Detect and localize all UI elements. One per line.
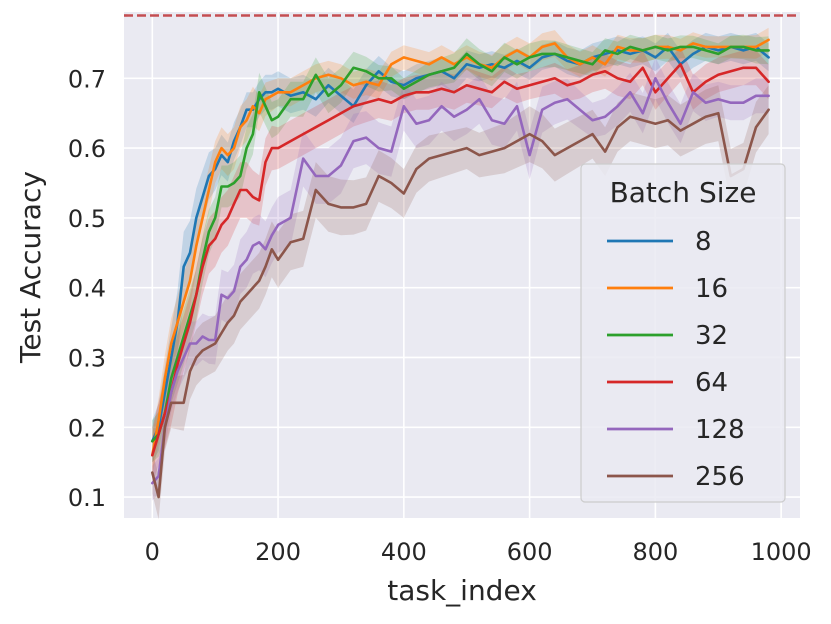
legend-title: Batch Size <box>610 176 757 209</box>
legend-items: 8 16 32 64 128 256 <box>607 227 745 492</box>
band-series-256 <box>152 85 769 520</box>
legend-label-128: 128 <box>695 415 745 445</box>
legend-label-256: 256 <box>695 462 745 492</box>
y-tick-label: 0.6 <box>68 135 106 163</box>
band-series-128 <box>152 57 769 501</box>
legend-label-32: 32 <box>695 321 728 351</box>
legend-label-64: 64 <box>695 368 728 398</box>
legend: Batch Size 8 16 32 64 128 256 <box>580 163 786 503</box>
legend-label-16: 16 <box>695 274 728 304</box>
y-tick-label: 0.1 <box>68 484 106 512</box>
legend-box <box>580 163 786 503</box>
x-tick-label: 600 <box>507 538 553 566</box>
x-tick-label: 200 <box>255 538 301 566</box>
y-tick-label: 0.3 <box>68 344 106 372</box>
legend-label-8: 8 <box>695 227 712 257</box>
y-tick-label: 0.4 <box>68 275 106 303</box>
x-tick-labels: 0 200 400 600 800 1000 <box>145 538 812 566</box>
x-tick-label: 1000 <box>751 538 812 566</box>
confidence-bands <box>152 27 769 520</box>
line-series-256 <box>151 108 770 499</box>
y-tick-label: 0.5 <box>68 205 106 233</box>
x-tick-label: 400 <box>381 538 427 566</box>
band-series-64 <box>152 46 769 484</box>
x-tick-label: 0 <box>145 538 160 566</box>
line-series-128 <box>151 77 770 485</box>
y-axis-title: Test Accuracy <box>14 171 47 364</box>
x-axis-title: task_index <box>387 574 537 607</box>
line-series-32 <box>151 45 770 443</box>
y-tick-labels: 0.1 0.2 0.3 0.4 0.5 0.6 0.7 <box>68 65 106 512</box>
y-tick-label: 0.2 <box>68 414 106 442</box>
series-lines <box>151 38 770 499</box>
y-tick-label: 0.7 <box>68 65 106 93</box>
line-series-64 <box>151 63 770 457</box>
x-tick-label: 800 <box>632 538 678 566</box>
